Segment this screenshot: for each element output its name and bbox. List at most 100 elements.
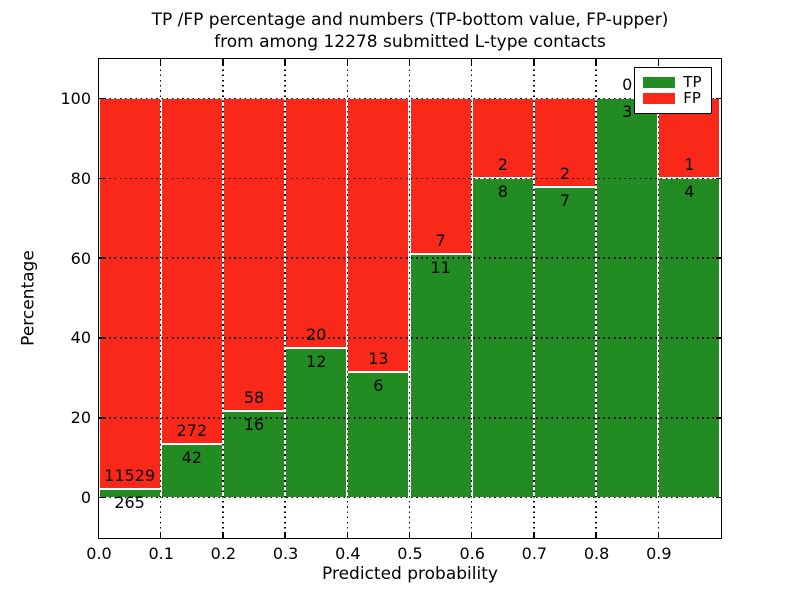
x-tick-label: 0.6: [459, 544, 485, 563]
bar-count-fp: 58: [243, 388, 265, 408]
y-tick-label: 20: [70, 408, 91, 428]
y-gridline: [98, 337, 721, 339]
fp-legend-swatch: [643, 92, 676, 104]
x-tick-top: [159, 58, 162, 64]
bar-count-fp: 0: [622, 75, 633, 95]
x-gridline: [408, 58, 411, 538]
x-gridline: [346, 58, 349, 538]
bar-count-fp: 11529: [104, 465, 156, 485]
x-gridline: [657, 58, 660, 538]
bar-count-fp: 1: [684, 155, 695, 175]
y-gridline: [98, 97, 721, 100]
x-tick-top: [346, 58, 349, 64]
y-tick-right: [715, 257, 721, 259]
y-tick-label: 60: [70, 248, 91, 268]
x-gridline: [222, 58, 224, 538]
bar-segment-fp: [347, 98, 410, 372]
y-tick-left: [98, 97, 104, 100]
legend-item-tp: TP: [643, 72, 702, 91]
bar-segment-fp: [471, 98, 534, 179]
y-tick-label: 40: [70, 328, 91, 348]
tp-legend-swatch: [643, 76, 676, 88]
x-tick-label: 0.3: [272, 544, 299, 563]
bar-count-tp: 4: [684, 182, 695, 202]
bar-segment-tp: [596, 98, 659, 498]
y-tick-left: [98, 337, 104, 339]
x-gridline: [159, 58, 162, 538]
y-tick-label: 0: [80, 488, 91, 508]
bar-segment-fp: [222, 98, 286, 412]
y-tick-left: [98, 177, 104, 179]
bar-count-fp: 13: [368, 348, 389, 368]
y-gridline: [98, 496, 721, 499]
x-gridline: [284, 58, 286, 538]
plot-area: TP FP 11529 265 272 42 58 16 20 12 13 6 7 11 2 8 2 7 0 3 1…: [97, 57, 722, 539]
bar-segment-fp: [98, 98, 161, 489]
tp-legend-label: TP: [683, 72, 702, 91]
y-gridline: [98, 177, 721, 179]
y-tick-left: [98, 257, 104, 259]
bar-count-tp: 16: [243, 415, 265, 435]
bar-segment-fp: [285, 98, 348, 348]
x-tick-top: [222, 58, 224, 64]
bar-count-fp: 2: [497, 155, 508, 175]
y-tick-left: [98, 417, 104, 419]
x-tick-top: [97, 58, 100, 64]
x-axis-label: Predicted probability: [322, 564, 498, 584]
bar-count-tp: 8: [497, 182, 508, 202]
bar-count-tp: 11: [430, 257, 451, 277]
y-axis-label: Percentage: [18, 250, 39, 346]
bar-count-tp: 42: [181, 448, 202, 468]
bar-count-fp: 7: [435, 230, 446, 250]
y-gridline: [98, 257, 721, 259]
y-tick-label: 100: [60, 88, 91, 108]
x-tick-label: 0.9: [646, 544, 672, 563]
x-tick-bottom: [284, 532, 286, 538]
bar-count-fp: 272: [176, 421, 208, 441]
x-tick-label: 0.0: [86, 544, 112, 563]
bar-segment-fp: [533, 98, 597, 188]
bar-segment-fp: [160, 98, 223, 445]
bar-count-tp: 6: [373, 375, 384, 395]
x-gridline: [533, 58, 535, 538]
x-tick-label: 0.2: [210, 544, 237, 563]
y-tick-right: [715, 496, 721, 499]
y-tick-right: [715, 417, 721, 419]
x-tick-bottom: [346, 532, 349, 538]
x-tick-bottom: [222, 532, 224, 538]
bar-count-tp: 3: [622, 102, 633, 122]
x-tick-bottom: [408, 532, 411, 538]
legend-item-fp: FP: [643, 88, 701, 107]
x-tick-top: [408, 58, 411, 64]
bar-count-fp: 20: [306, 324, 327, 344]
x-tick-bottom: [595, 532, 597, 538]
bar-count-tp: 7: [559, 191, 571, 211]
x-tick-bottom: [159, 532, 162, 538]
x-tick-label: 0.8: [583, 544, 610, 563]
chart-title-line1: TP /FP percentage and numbers (TP-bottom…: [151, 10, 669, 30]
x-tick-top: [595, 58, 597, 64]
y-tick-label: 80: [70, 168, 91, 188]
x-gridline: [470, 58, 473, 538]
x-tick-bottom: [97, 532, 100, 538]
x-tick-top: [657, 58, 660, 64]
fp-legend-label: FP: [683, 88, 701, 107]
x-tick-label: 0.7: [521, 544, 548, 563]
x-tick-top: [284, 58, 286, 64]
x-tick-bottom: [533, 532, 535, 538]
x-tick-label: 0.4: [335, 544, 361, 563]
chart-title-line2: from among 12278 submitted L-type contac…: [214, 32, 606, 52]
bar-count-tp: 265: [114, 492, 145, 512]
bar-count-fp: 2: [559, 164, 571, 184]
x-tick-bottom: [657, 532, 660, 538]
x-tick-bottom: [470, 532, 473, 538]
y-tick-right: [715, 337, 721, 339]
y-tick-right: [715, 97, 721, 100]
bar-segment-tp: [533, 187, 597, 498]
x-tick-label: 0.5: [397, 544, 423, 563]
x-tick-top: [470, 58, 473, 64]
y-tick-right: [715, 177, 721, 179]
legend: TP FP: [634, 66, 712, 114]
x-tick-top: [533, 58, 535, 64]
